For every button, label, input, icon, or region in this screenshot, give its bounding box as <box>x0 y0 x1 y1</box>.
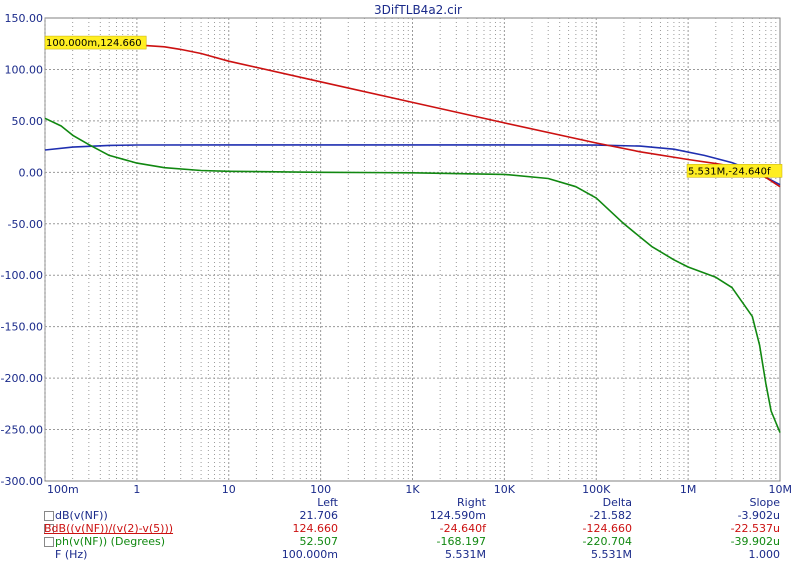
y-tick-label: -50.00 <box>8 218 43 231</box>
header-delta: Delta <box>602 496 632 509</box>
cursor-label-text: 100.000m,124.660 <box>46 38 142 49</box>
cursor-label-box <box>686 164 783 178</box>
trace-name[interactable]: BdB((v(NF))/(v(2)-v(5))) <box>44 522 174 535</box>
slope-value: -22.537u <box>730 522 780 535</box>
slope-value: -39.902u <box>730 535 780 548</box>
delta-value: -220.704 <box>582 535 632 548</box>
chart-title: 3DifTLB4a2.cir <box>374 3 462 17</box>
table-header-row: Left Right Delta Slope <box>0 496 800 509</box>
left-value: 21.706 <box>299 509 339 522</box>
y-tick-label: 0.00 <box>19 166 44 179</box>
y-tick-label: -300.00 <box>1 475 43 488</box>
header-right: Right <box>457 496 486 509</box>
left-value: 124.660 <box>292 522 339 535</box>
x-tick-label: 1M <box>680 483 697 496</box>
header-left: Left <box>317 496 338 509</box>
table-row: BdB((v(NF))/(v(2)-v(5))) 124.660 -24.640f -… <box>0 522 800 535</box>
table-row: ph(v(NF)) (Degrees) 52.507 -168.197 -220.70… <box>0 535 800 548</box>
series-line-0 <box>44 144 781 186</box>
cursor-label-text: 5.531M,-24.640f <box>688 166 771 177</box>
x-tick-label: 1K <box>405 483 420 496</box>
delta-value: -124.660 <box>582 522 632 535</box>
y-tick-label: 100.00 <box>5 63 44 76</box>
slope-value: -3.902u <box>737 509 780 522</box>
x-tick-label: 100K <box>582 483 611 496</box>
y-tick-label: -150.00 <box>1 321 43 334</box>
left-value: 100.000m <box>281 548 338 561</box>
delta-value: -21.582 <box>589 509 632 522</box>
trace-name[interactable]: ph(v(NF)) (Degrees) <box>55 535 166 548</box>
y-tick-label: -200.00 <box>1 372 43 385</box>
y-tick-label: -100.00 <box>1 269 43 282</box>
x-tick-label: 10M <box>769 483 793 496</box>
trace-select-checkbox[interactable] <box>44 511 54 521</box>
right-value: -168.197 <box>436 535 486 548</box>
right-value: -24.640f <box>439 522 486 535</box>
right-value: 5.531M <box>445 548 486 561</box>
trace-name[interactable]: F (Hz) <box>55 548 88 561</box>
slope-value: 1.000 <box>748 548 781 561</box>
left-value: 52.507 <box>299 535 339 548</box>
trace-select-checkbox[interactable] <box>44 524 54 534</box>
x-tick-label: 1 <box>133 483 140 496</box>
cursor-readout-table: Left Right Delta Slope dB(v(NF)) 21.706 12… <box>0 494 800 569</box>
x-tick-label: 100m <box>47 483 79 496</box>
y-tick-label: 50.00 <box>12 115 44 128</box>
series-line-2 <box>44 117 781 433</box>
trace-name[interactable]: dB(v(NF)) <box>55 509 108 522</box>
header-slope: Slope <box>749 496 780 509</box>
table-row: dB(v(NF)) 21.706 124.590m -21.582 -3.902u <box>0 509 800 522</box>
x-tick-label: 10K <box>494 483 516 496</box>
trace-select-checkbox[interactable] <box>44 537 54 547</box>
delta-value: 5.531M <box>591 548 632 561</box>
x-tick-label: 100 <box>310 483 331 496</box>
cursor-label-box <box>44 35 147 50</box>
y-tick-label: -250.00 <box>1 424 43 437</box>
table-row: F (Hz) 100.000m 5.531M 5.531M 1.000 <box>0 548 800 561</box>
x-tick-label: 10 <box>222 483 236 496</box>
y-tick-label: 150.00 <box>5 12 44 25</box>
right-value: 124.590m <box>429 509 486 522</box>
